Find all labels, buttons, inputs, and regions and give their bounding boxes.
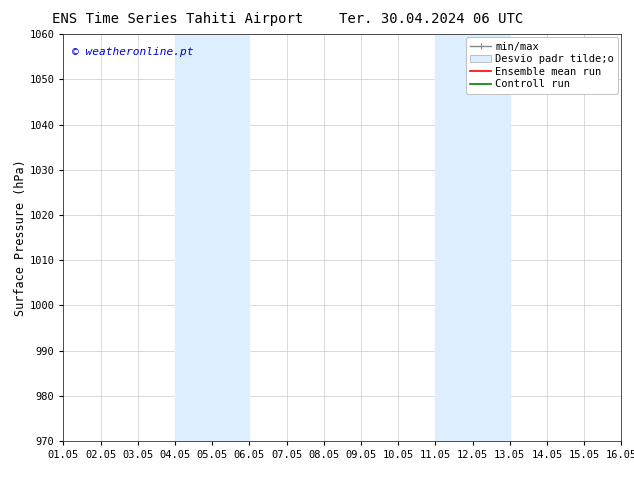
Legend: min/max, Desvio padr tilde;o, Ensemble mean run, Controll run: min/max, Desvio padr tilde;o, Ensemble m… — [466, 37, 618, 94]
Bar — [436, 34, 510, 441]
Text: Ter. 30.04.2024 06 UTC: Ter. 30.04.2024 06 UTC — [339, 12, 523, 26]
Bar — [175, 34, 249, 441]
Text: ENS Time Series Tahiti Airport: ENS Time Series Tahiti Airport — [52, 12, 303, 26]
Y-axis label: Surface Pressure (hPa): Surface Pressure (hPa) — [13, 159, 27, 316]
Text: © weatheronline.pt: © weatheronline.pt — [72, 47, 193, 56]
